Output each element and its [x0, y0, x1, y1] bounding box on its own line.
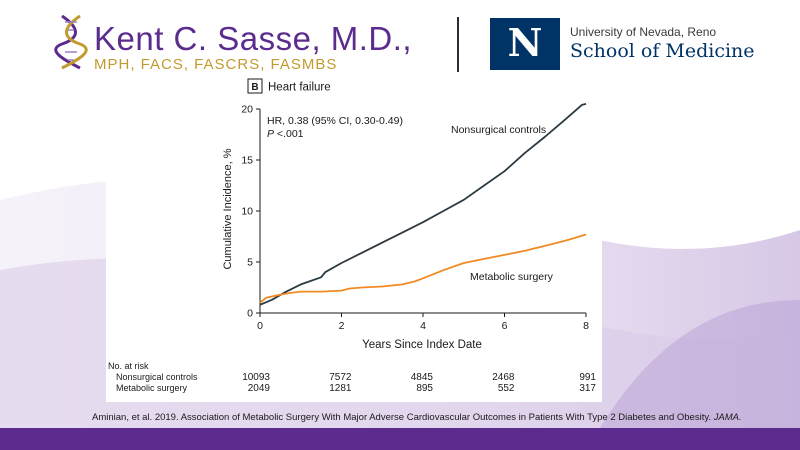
- x-tick-label: 0: [257, 320, 263, 332]
- y-tick-label: 5: [247, 257, 253, 269]
- x-tick-label: 2: [339, 320, 345, 332]
- x-tick-label: 8: [583, 320, 589, 332]
- university-name: University of Nevada, Reno: [570, 25, 717, 39]
- series-line-nonsurgical: [259, 103, 587, 306]
- risk-value: 552: [498, 383, 515, 394]
- chart-title: Heart failure: [268, 82, 331, 94]
- brand-credentials: MPH, FACS, FASCRS, FASMBS: [94, 56, 338, 73]
- risk-value: 895: [416, 383, 433, 394]
- panel-label: B: [251, 82, 258, 93]
- series-line-surgery: [259, 233, 587, 304]
- risk-value: 7572: [329, 372, 352, 383]
- plot-area: 0 5 10 15 20 0 2 4 6 8: [241, 103, 589, 332]
- annotation-p: P <.001: [267, 128, 304, 140]
- citation-text: Aminian, et al. 2019. Association of Met…: [92, 412, 714, 423]
- brand-logo: Kent C. Sasse, M.D., MPH, FACS, FASCRS, …: [54, 12, 434, 73]
- school-logo: N University of Nevada, Reno School of M…: [490, 18, 790, 70]
- risk-value: 2468: [492, 372, 515, 383]
- risk-value: 2049: [248, 383, 271, 394]
- y-tick-label: 15: [241, 155, 253, 167]
- school-name: School of Medicine: [570, 40, 755, 62]
- x-axis-label: Years Since Index Date: [362, 339, 482, 351]
- annotation-hr: HR, 0.38 (95% CI, 0.30-0.49): [267, 115, 403, 127]
- y-tick-label: 20: [241, 104, 253, 116]
- header-divider: [457, 17, 459, 72]
- university-n-logo: N: [490, 18, 560, 70]
- y-axis-label: Cumulative Incidence, %: [222, 148, 234, 269]
- risk-value: 10093: [242, 372, 270, 383]
- series-label-nonsurgical: Nonsurgical controls: [451, 124, 546, 136]
- panel-label-box: [247, 78, 263, 94]
- chart-panel: B Heart failure 0 5 10 15 20 0 2 4 6 8 HR, 0.38 (…: [106, 75, 602, 402]
- n-logo-letter: N: [507, 20, 543, 65]
- series-label-surgery: Metabolic surgery: [470, 271, 554, 283]
- x-tick-label: 4: [420, 320, 426, 332]
- citation: Aminian, et al. 2019. Association of Met…: [92, 412, 742, 423]
- citation-journal: JAMA.: [713, 412, 742, 423]
- y-tick-label: 10: [241, 206, 253, 218]
- risk-row-label-nonsurgical: Nonsurgical controls: [116, 372, 198, 382]
- risk-table-values: 10093 7572 4845 2468 991 2049 1281 895 552 317: [242, 372, 596, 394]
- footer-bar: [0, 428, 800, 450]
- risk-value: 1281: [329, 383, 352, 394]
- risk-table-header: No. at risk: [108, 361, 149, 371]
- brand-name: Kent C. Sasse, M.D.,: [94, 20, 413, 57]
- risk-value: 317: [579, 383, 596, 394]
- risk-value: 991: [579, 372, 596, 383]
- risk-value: 4845: [411, 372, 434, 383]
- y-tick-label: 0: [247, 308, 253, 320]
- dna-icon: [54, 14, 88, 70]
- x-tick-label: 6: [502, 320, 508, 332]
- risk-row-label-surgery: Metabolic surgery: [116, 383, 188, 393]
